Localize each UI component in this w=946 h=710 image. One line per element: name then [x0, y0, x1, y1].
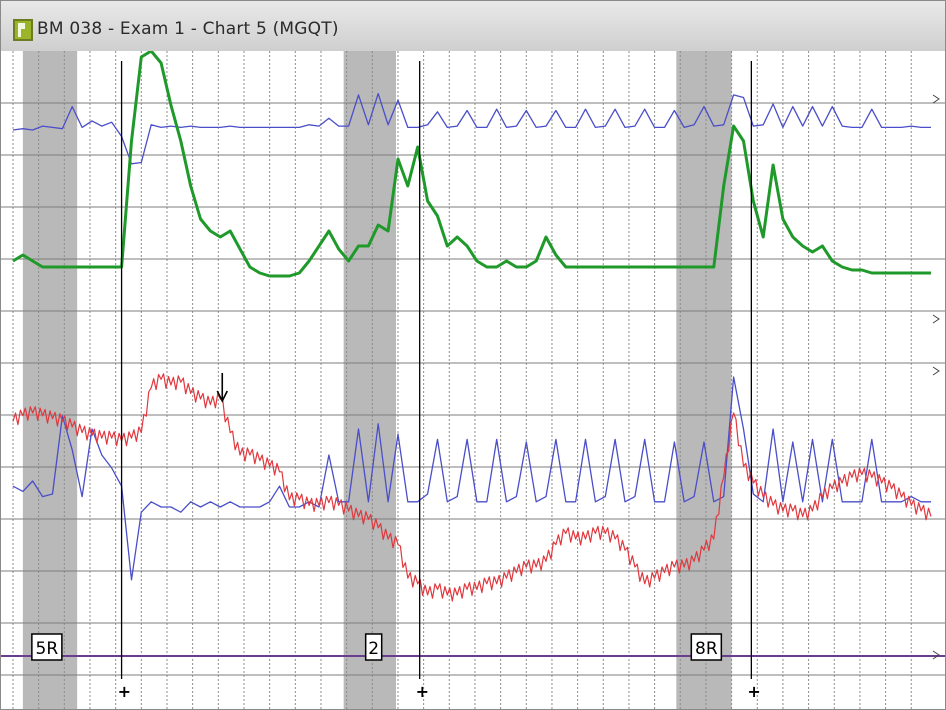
edge-scroll-tick [932, 314, 940, 324]
stimulus-region [22, 51, 78, 709]
stimulus-label: 8R [695, 639, 718, 659]
plot-background [1, 51, 945, 709]
stimulus-label-box [364, 633, 383, 661]
polygraph-app-icon [13, 19, 33, 41]
answer-marker-glyph: + [118, 682, 131, 701]
down-arrow-head-icon [216, 390, 228, 403]
edge-scroll-tick [932, 94, 940, 104]
lower-pneumo-trace [12, 376, 931, 581]
window-title: BM 038 - Exam 1 - Chart 5 (MGQT) [37, 19, 339, 39]
stimulus-label: 5R [36, 639, 59, 659]
polygraph-chart: + + + 5R 2 8R [1, 51, 945, 709]
stimulus-region [343, 51, 396, 709]
eda-trace [12, 51, 931, 278]
edge-scroll-tick [932, 650, 940, 660]
stimulus-label-box [31, 633, 63, 661]
stimulus-label-box [690, 633, 723, 661]
stimulus-label: 2 [368, 639, 379, 659]
title-bar[interactable]: BM 038 - Exam 1 - Chart 5 (MGQT) [1, 1, 945, 52]
upper-pneumo-trace [12, 92, 931, 165]
edge-scroll-tick [932, 366, 940, 376]
answer-marker-glyph: + [416, 682, 429, 701]
answer-marker-glyph: + [747, 682, 760, 701]
stimulus-region [676, 51, 732, 709]
cardio-trace [12, 373, 932, 602]
